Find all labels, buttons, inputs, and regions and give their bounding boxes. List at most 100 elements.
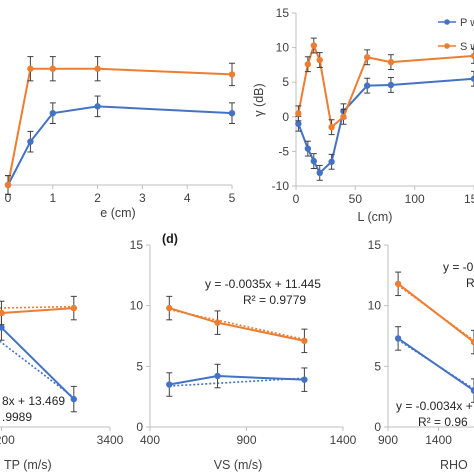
bottom-right-equation-top-2: R — [466, 276, 474, 290]
top-left-xtick-label: 3 — [139, 191, 146, 205]
bottom-right-series-blue-trend — [397, 339, 474, 390]
top-left-series-blue-line — [7, 105, 233, 186]
top-right-xtick-label: 50 — [349, 192, 363, 206]
top-right-ytick-label: 10 — [276, 41, 290, 55]
top-right-series-blue-point — [304, 145, 312, 152]
bottom-middle-series-blue-point — [214, 372, 221, 380]
top-right-xtick-label: 150 — [464, 192, 474, 206]
top-right-series-orange-point — [470, 52, 474, 60]
bottom-left-equation-1: 8x + 13.469 — [2, 394, 65, 408]
bottom-middle-equation-1: y = -0.0035x + 11.445 — [205, 277, 321, 291]
bottom-left-series-orange-line — [0, 307, 74, 314]
top-right-series-blue-point — [364, 82, 371, 89]
top-left-series-blue-point — [49, 109, 56, 117]
bottom-left-xtick-label: 2200 — [0, 433, 15, 447]
top-right-series-blue-point — [470, 75, 474, 82]
top-right-series-blue-point — [328, 158, 335, 165]
top-right-series-orange-point — [328, 123, 335, 131]
bottom-right-equation-1: y = -0.0034x + — [396, 399, 473, 413]
top-right-series-orange-point — [310, 42, 317, 49]
bottom-right-xtick-label: 1400 — [425, 433, 452, 447]
top-right-ytick-label: 5 — [282, 75, 289, 89]
bottom-right-xlabel: RHO — [440, 458, 468, 472]
bottom-right-xtick-label: 900 — [378, 433, 398, 447]
bottom-right-ytick-label: 15 — [368, 238, 382, 252]
top-right-xlabel: L (cm) — [358, 210, 393, 224]
bottom-middle-series-blue-point — [301, 376, 308, 383]
bottom-right-ytick-label: 0 — [374, 420, 381, 434]
top-right-series-orange-point — [387, 58, 395, 66]
top-left-series-blue-point — [228, 109, 236, 117]
bottom-middle-series-blue-point — [166, 381, 173, 388]
bottom-middle-xlabel: VS (m/s) — [214, 458, 263, 472]
top-left-xtick-label: 4 — [184, 191, 191, 205]
bottom-middle-xtick-label: 1400 — [330, 433, 357, 447]
bottom-left-series-blue-point — [70, 395, 78, 403]
top-left-xlabel: e (cm) — [100, 206, 135, 220]
legend-marker-orange — [444, 43, 450, 49]
top-left-xtick-label: 0 — [5, 191, 12, 205]
top-right-ytick-label: -5 — [278, 144, 289, 158]
legend-label-blue: P w — [460, 17, 474, 29]
top-right-series-orange-point — [304, 61, 312, 68]
top-right-ytick-label: 15 — [276, 6, 290, 20]
top-right-xtick-label: 0 — [293, 192, 300, 206]
bottom-middle-series-blue-trend — [169, 377, 305, 387]
top-left-series-orange-point — [94, 65, 101, 72]
top-left-series-orange-point — [27, 65, 34, 72]
top-left-series-blue-point — [27, 138, 34, 145]
bottom-right-series-blue-point — [470, 387, 474, 394]
bottom-left-equation-2: .9989 — [2, 410, 32, 424]
top-right-legend: P w S w — [438, 17, 474, 53]
top-left-series-blue-point — [94, 103, 101, 110]
top-right-series-blue-point — [295, 120, 302, 127]
top-right-series-blue-point — [387, 81, 395, 89]
bottom-left-series-orange-trend — [0, 305, 74, 309]
bottom-middle-series-orange-point — [214, 319, 221, 326]
bottom-left-series-orange-point — [0, 309, 5, 317]
bottom-left-xlabel: TP (m/s) — [4, 458, 52, 472]
top-right-series-blue-point — [316, 169, 323, 177]
bottom-right-ytick-label: 10 — [368, 299, 382, 313]
top-left-xtick-label: 2 — [94, 191, 101, 205]
top-left-xtick-label: 5 — [229, 191, 236, 205]
bottom-right-series-blue-point — [394, 335, 402, 342]
legend-marker-blue — [444, 19, 450, 25]
bottom-right-series-orange-point — [394, 280, 402, 288]
top-left-series-orange-point — [228, 71, 236, 78]
bottom-left-series-blue-trend — [0, 340, 75, 399]
bottom-right-series-orange-line — [397, 283, 474, 343]
bottom-middle-equation-2: R² = 0.9779 — [243, 293, 306, 307]
bottom-middle-ytick-label: 15 — [130, 238, 144, 252]
bottom-middle-series-orange-trend — [169, 308, 305, 341]
top-right-ylabel: γ (dB) — [252, 83, 266, 116]
bottom-right-ytick-label: 5 — [374, 359, 381, 373]
top-left-series-orange-point — [4, 181, 12, 189]
bottom-middle-series-orange-point — [166, 304, 173, 312]
top-right-series-orange-point — [295, 110, 302, 117]
bottom-middle-panel-label: (d) — [162, 232, 178, 246]
top-right-xtick-label: 100 — [405, 192, 425, 206]
top-right-series-orange-point — [316, 56, 323, 64]
top-right-series-orange-line — [297, 42, 474, 130]
top-left-series-orange-point — [49, 65, 56, 72]
bottom-left-series-blue-point — [0, 324, 5, 331]
top-right-series-orange-point — [340, 113, 347, 121]
top-right-series-blue-point — [310, 157, 317, 165]
bottom-middle-ytick-label: 0 — [136, 420, 143, 434]
bottom-right-series-orange-point — [470, 338, 474, 346]
bottom-right-equation-top: y = -0. — [443, 260, 474, 274]
bottom-left-xtick-label: 3400 — [97, 433, 124, 447]
bottom-middle-series-blue-line — [169, 375, 305, 386]
bottom-middle-series-orange-point — [301, 337, 308, 345]
legend-label-orange: S w — [460, 41, 474, 53]
bottom-middle-ytick-label: 10 — [130, 299, 144, 313]
bottom-left-series-blue-line — [0, 325, 75, 400]
bottom-right-equation-2: R² = 0.96 — [418, 415, 468, 429]
top-right-ytick-label: 0 — [282, 110, 289, 124]
bottom-middle-ytick-label: 5 — [136, 359, 143, 373]
top-left-xtick-label: 1 — [49, 191, 56, 205]
bottom-left-series-orange-point — [70, 304, 78, 312]
bottom-middle-xtick-label: 900 — [236, 433, 256, 447]
